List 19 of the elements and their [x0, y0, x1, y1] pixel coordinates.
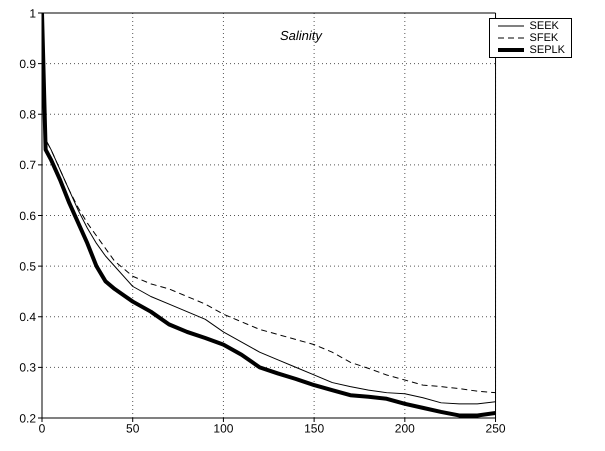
y-tick-label: 0.9: [19, 56, 36, 71]
y-tick-label: 0.6: [19, 208, 36, 223]
x-tick-label: 0: [38, 422, 46, 436]
y-tick-label: 0.5: [19, 259, 36, 274]
legend-label: SFEK: [530, 32, 558, 44]
y-tick-label: 0.4: [19, 310, 36, 324]
x-tick-label: 50: [126, 422, 140, 436]
legend-label: SEEK: [530, 20, 559, 32]
text: Salinity: [280, 28, 322, 43]
x-tick-label: 150: [304, 422, 324, 436]
y-tick-label: 0.2: [19, 411, 36, 426]
y-tick-label: 0.3: [19, 360, 36, 375]
x-tick-label: 200: [394, 422, 416, 436]
y-tick-label: 1: [29, 6, 36, 20]
y-tick-label: 0.7: [19, 158, 36, 172]
x-tick-label: 100: [213, 422, 234, 436]
legend-label: SEPLK: [530, 44, 565, 56]
x-tick-label: 250: [486, 422, 506, 436]
y-tick-label: 0.8: [19, 108, 36, 122]
